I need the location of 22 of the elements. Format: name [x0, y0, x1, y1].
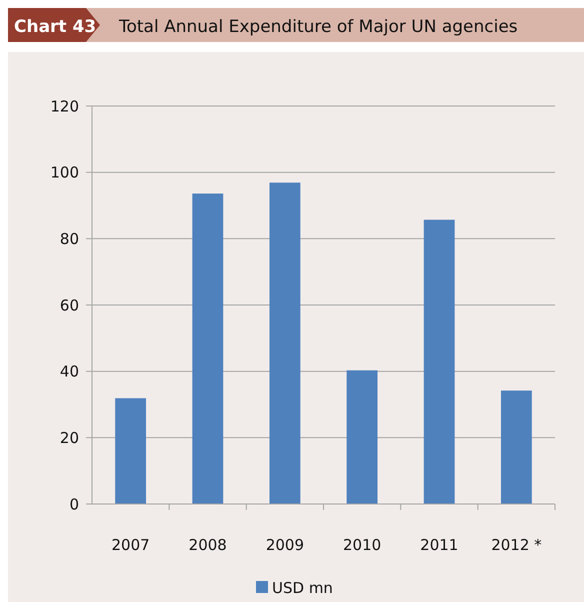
- y-tick-label: 40: [60, 362, 79, 381]
- bar: [500, 390, 532, 504]
- y-tick-label: 120: [50, 97, 79, 116]
- y-tick-label: 20: [60, 428, 79, 447]
- chart-title: Total Annual Expenditure of Major UN agencies: [118, 17, 518, 37]
- caption: Chart 43: [14, 17, 96, 37]
- x-tick-label: 2010: [342, 536, 382, 554]
- bar: [346, 370, 378, 504]
- x-tick-label: 2007: [111, 536, 150, 554]
- bar: [192, 194, 224, 504]
- x-tick-label: 2008: [188, 536, 227, 554]
- x-tick-label: 2011: [420, 536, 458, 554]
- legend-label: USD mn: [272, 579, 333, 597]
- bar: [424, 220, 455, 504]
- y-tick-label: 80: [60, 230, 79, 248]
- y-tick-label: 100: [50, 164, 79, 182]
- x-tick-label: 2009: [266, 536, 304, 554]
- y-tick-label: 60: [60, 296, 79, 314]
- x-tick-label: 2012 *: [491, 536, 542, 554]
- bar: [115, 398, 146, 504]
- y-tick-label: 0: [69, 495, 79, 514]
- bar: [269, 182, 300, 504]
